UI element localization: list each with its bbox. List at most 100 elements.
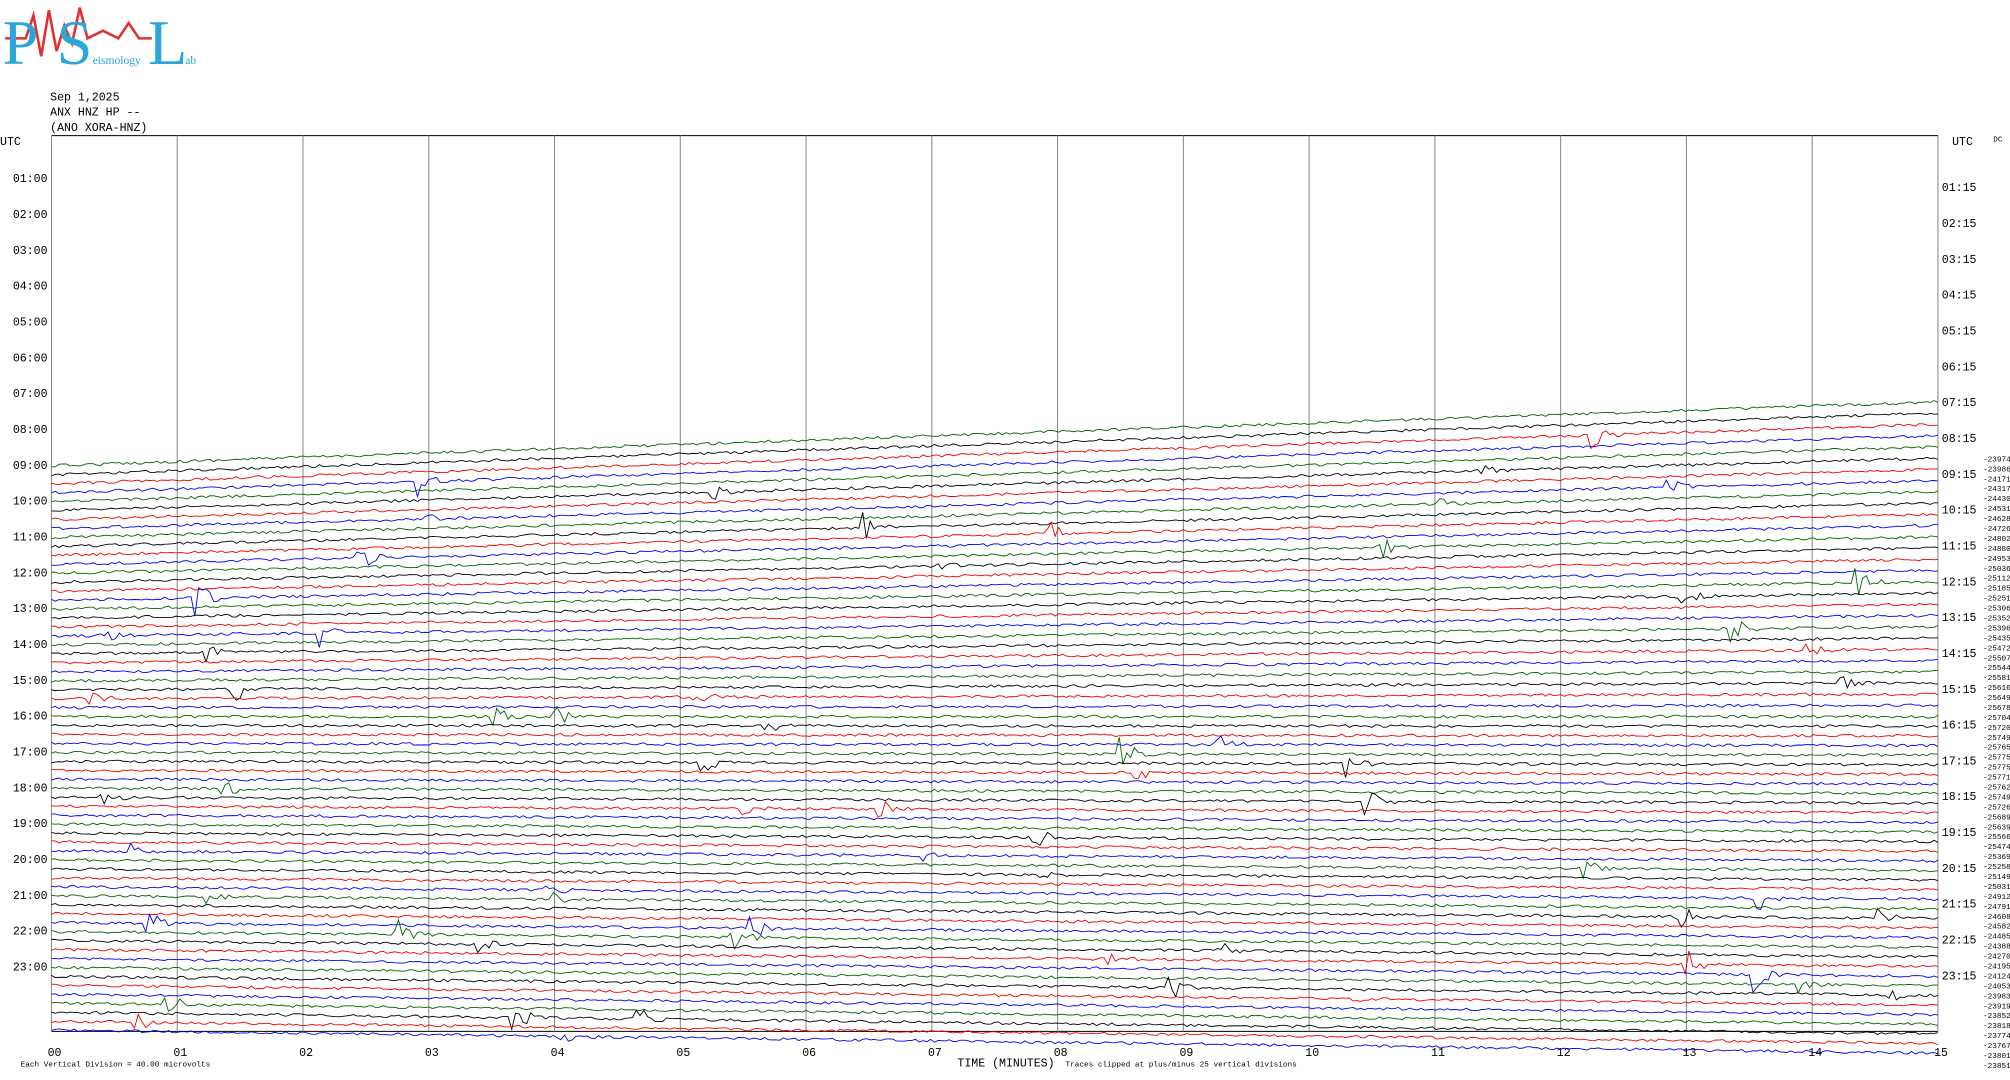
trace bbox=[51, 723, 1939, 732]
offset-label: -24270 bbox=[1983, 954, 2010, 962]
offset-label: -24582 bbox=[1983, 924, 2010, 932]
date: Sep 1,2025 bbox=[50, 91, 119, 104]
trace bbox=[51, 423, 1939, 486]
x-axis-label: TIME (MINUTES) bbox=[957, 1057, 1054, 1070]
offset-label: -24628 bbox=[1983, 516, 2010, 524]
offset-label: -25749 bbox=[1983, 735, 2010, 743]
offset-label: -23774 bbox=[1983, 1033, 2010, 1041]
right-time: 19:15 bbox=[1942, 827, 1977, 840]
offset-label: -23801 bbox=[1983, 1053, 2010, 1061]
offset-label: -23983 bbox=[1983, 993, 2010, 1001]
trace bbox=[51, 903, 1939, 929]
trace bbox=[51, 613, 1938, 648]
right-time: 18:15 bbox=[1942, 791, 1977, 804]
offset-label: -25472 bbox=[1983, 645, 2010, 653]
trace bbox=[51, 558, 1939, 593]
offset-label: -25544 bbox=[1983, 665, 2010, 673]
left-time: 19:00 bbox=[13, 818, 48, 831]
offset-label: -24053 bbox=[1983, 983, 2010, 991]
right-time: 05:15 bbox=[1942, 325, 1977, 338]
offset-label: -23767 bbox=[1983, 1043, 2010, 1051]
offset-label: -25775 bbox=[1983, 765, 2010, 773]
logo-word: ab bbox=[185, 55, 196, 67]
left-time: 12:00 bbox=[13, 567, 48, 580]
left-time: 07:00 bbox=[13, 388, 48, 401]
left-time: 03:00 bbox=[13, 245, 48, 258]
offset-label: -25258 bbox=[1983, 864, 2010, 872]
trace bbox=[51, 885, 1939, 911]
x-tick-label: 14 bbox=[1808, 1047, 1822, 1060]
trace bbox=[51, 992, 1939, 1017]
traces bbox=[51, 400, 1939, 1055]
trace bbox=[51, 636, 1938, 664]
right-time: 23:15 bbox=[1942, 970, 1977, 983]
x-tick-label: 06 bbox=[802, 1047, 816, 1060]
right-time: 17:15 bbox=[1942, 755, 1977, 768]
station: ANX HNZ HP -- bbox=[50, 107, 140, 120]
trace bbox=[51, 840, 1939, 853]
trace bbox=[51, 891, 1939, 911]
trace bbox=[51, 703, 1939, 710]
trace bbox=[51, 502, 1938, 549]
offset-label: -24485 bbox=[1983, 934, 2010, 942]
offset-label: -24171 bbox=[1983, 476, 2010, 484]
trace bbox=[51, 706, 1939, 727]
right-time: 10:15 bbox=[1942, 505, 1977, 518]
right-time: 08:15 bbox=[1942, 433, 1977, 446]
trace bbox=[51, 777, 1939, 786]
offset-label: -24195 bbox=[1983, 964, 2010, 972]
trace bbox=[51, 546, 1939, 584]
utc-right: UTC bbox=[1952, 136, 1973, 149]
offset-label: -25251 bbox=[1983, 596, 2010, 604]
trace bbox=[51, 858, 1939, 880]
right-time: 03:15 bbox=[1942, 254, 1977, 267]
x-tick-label: 01 bbox=[173, 1047, 187, 1060]
left-time: 18:00 bbox=[13, 782, 48, 795]
left-time: 13:00 bbox=[13, 603, 48, 616]
offset-label: -25704 bbox=[1983, 715, 2010, 723]
left-time: 08:00 bbox=[13, 424, 48, 437]
trace bbox=[51, 974, 1939, 1001]
trace bbox=[51, 912, 1939, 940]
trace bbox=[51, 735, 1939, 748]
right-time: 21:15 bbox=[1942, 899, 1977, 912]
left-time: 10:00 bbox=[13, 496, 48, 509]
offset-label: -25726 bbox=[1983, 804, 2010, 812]
offset-label: -25775 bbox=[1983, 755, 2010, 763]
trace bbox=[51, 1009, 1939, 1036]
trace bbox=[51, 490, 1939, 540]
trace bbox=[51, 876, 1939, 891]
left-time: 16:00 bbox=[13, 711, 48, 724]
offset-label: -23851 bbox=[1983, 1063, 2010, 1071]
offset-label: -24791 bbox=[1983, 904, 2010, 912]
offset-label: -25689 bbox=[1983, 814, 2010, 822]
x-tick-label: 04 bbox=[551, 1047, 565, 1060]
x-tick-label: 05 bbox=[676, 1047, 690, 1060]
offset-label: -25036 bbox=[1983, 566, 2010, 574]
trace bbox=[51, 621, 1939, 647]
trace bbox=[51, 831, 1939, 846]
offset-label: -25112 bbox=[1983, 576, 2010, 584]
x-tick-label: 13 bbox=[1683, 1047, 1697, 1060]
left-time: 01:00 bbox=[13, 173, 48, 186]
offset-label: -25031 bbox=[1983, 884, 2010, 892]
offset-label: -24880 bbox=[1983, 546, 2010, 554]
logo-letter: P bbox=[3, 7, 39, 78]
offset-label: -25678 bbox=[1983, 705, 2010, 713]
offset-label: -25649 bbox=[1983, 695, 2010, 703]
left-time: 22:00 bbox=[13, 926, 48, 939]
offset-label: -23818 bbox=[1983, 1023, 2010, 1031]
right-time: 14:15 bbox=[1942, 648, 1977, 661]
trace bbox=[51, 918, 1938, 950]
trace bbox=[51, 800, 1938, 818]
x-tick-label: 15 bbox=[1934, 1047, 1948, 1060]
trace bbox=[51, 692, 1939, 705]
right-time: 06:15 bbox=[1942, 361, 1977, 374]
labels: 00 01 02 03 04 05 06 07 08 09 10 11 12 13 14 15 01:00 02:… bbox=[13, 173, 2010, 1071]
offset-label: -25765 bbox=[1983, 745, 2010, 753]
x-tick-label: 09 bbox=[1179, 1047, 1193, 1060]
logo-letter: S bbox=[57, 7, 93, 78]
trace bbox=[51, 591, 1939, 620]
x-tick-label: 03 bbox=[425, 1047, 439, 1060]
left-time: 17:00 bbox=[13, 746, 48, 759]
